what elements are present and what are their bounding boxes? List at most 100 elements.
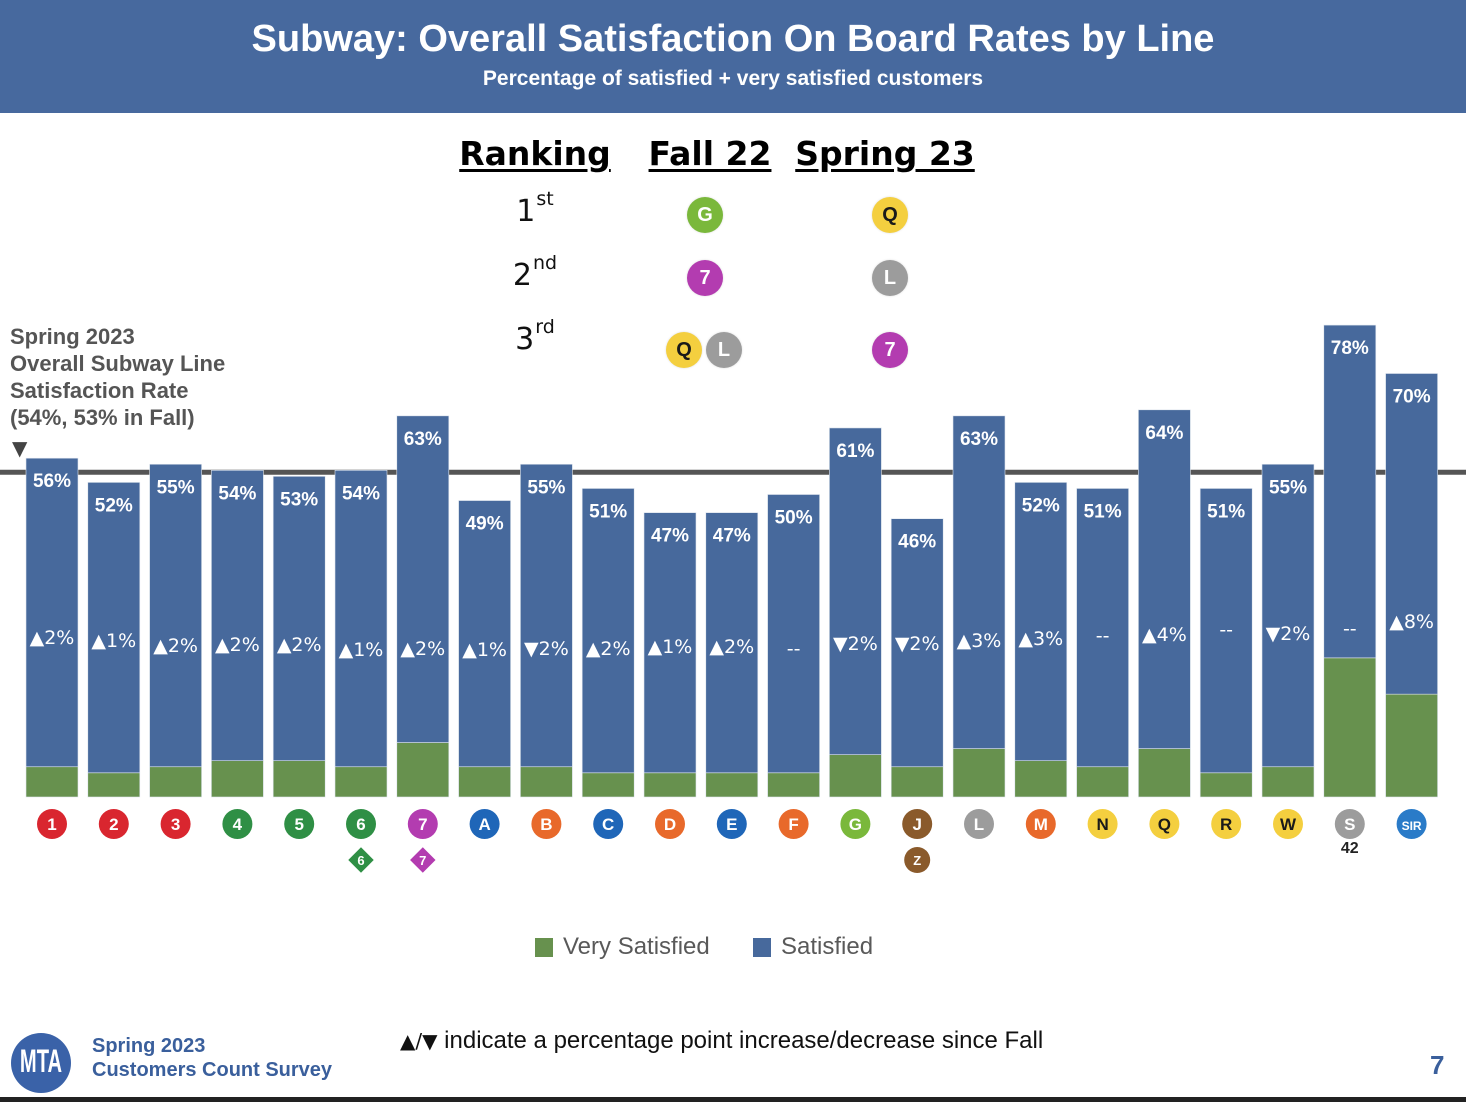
bar-change-label: -- [1343, 618, 1357, 640]
bar-very-satisfied [334, 766, 388, 798]
bar-total-label: 51% [1084, 501, 1122, 522]
bar-change-label: ▲2% [30, 627, 75, 649]
bar-satisfied [705, 512, 759, 774]
x-tick-label: S [1344, 815, 1355, 834]
line-bullet-icon-D: D [655, 809, 685, 839]
bar-group-L: 63% ▲3% [952, 415, 1006, 798]
line-bullet-circle [469, 809, 500, 839]
bar-satisfied [767, 494, 820, 774]
bar-total-label: 55% [157, 477, 195, 498]
mta-logo: MTA [11, 1033, 71, 1093]
bar-change-label: ▼2% [895, 633, 940, 655]
x-tick-label: J [912, 815, 921, 834]
bar-very-satisfied [767, 772, 820, 798]
up-down-triangle-icon: ▲/▼ [400, 1029, 438, 1053]
line-bullet-circle [1025, 809, 1056, 839]
line-bullet-icon: L [706, 332, 742, 368]
bar-very-satisfied [211, 760, 264, 798]
bar-group-A: 49% ▲1% [458, 500, 511, 798]
bar-group-B: 55% ▼2% [520, 463, 573, 798]
survey-name-line2: Customers Count Survey [92, 1059, 333, 1081]
line-bullet-icon-R: R [1211, 809, 1242, 839]
bar-change-label: -- [1219, 619, 1233, 641]
bar-group-SIR: 70% ▲8% [1385, 373, 1438, 798]
bar-satisfied [952, 415, 1006, 749]
line-bullet-icon-M: M [1025, 809, 1056, 839]
bar-group-E: 47% ▲2% [705, 512, 759, 798]
bar-group-7: 63% ▲2% [396, 415, 450, 798]
x-tick-label: E [726, 815, 737, 834]
bar-change-label: ▼2% [524, 638, 569, 660]
legend-label: Very Satisfied [563, 933, 710, 960]
line-bullet-circle [778, 809, 809, 839]
x-tick-label: D [664, 815, 676, 834]
bar-change-label: -- [787, 638, 801, 660]
line-bullet-icon: 7 [872, 332, 908, 368]
ranking-header-fall: Fall 22 [648, 134, 772, 173]
bar-very-satisfied [643, 772, 697, 798]
x-tick-label: R [1220, 815, 1232, 834]
line-bullet-icon-W: W [1273, 809, 1303, 839]
bar-satisfied [520, 463, 573, 768]
bar-total-label: 53% [280, 489, 318, 510]
line-bullet-icon: Q [872, 197, 908, 233]
bar-group-N: 51% -- [1076, 488, 1129, 798]
bar-change-label: ▲2% [215, 634, 260, 656]
bar-total-label: 55% [527, 477, 565, 498]
bar-total-label: 78% [1331, 338, 1369, 359]
line-bullet-icon: G [687, 197, 723, 233]
bar-change-label: ▲1% [339, 639, 384, 661]
line-bullet-icon-L: L [964, 809, 994, 839]
line-bullet-circle [1334, 809, 1365, 839]
bar-very-satisfied [1014, 760, 1068, 798]
footnote: ▲/▼ indicate a percentage point increase… [400, 1027, 1043, 1055]
rank-number: 2 [512, 258, 532, 293]
bar-satisfied [334, 469, 388, 768]
line-bullet-icon-E: E [716, 809, 747, 839]
line-bullet-circle [1211, 809, 1242, 839]
line-bullet-icon-N: N [1087, 809, 1118, 839]
bar-group-4: 54% ▲2% [211, 469, 264, 798]
bar-very-satisfied [829, 754, 882, 798]
line-bullet-icon-C: C [593, 809, 624, 839]
line-bullet-circle [593, 809, 624, 839]
line-bullet-icon-SIR: SIR [1396, 809, 1427, 839]
x-tick-label: 5 [294, 815, 303, 834]
line-bullet-circle [346, 809, 376, 839]
x-tick-label: 3 [171, 815, 180, 834]
line-bullet-icon-3: 3 [160, 809, 191, 839]
bar-group-M: 52% ▲3% [1014, 482, 1068, 798]
rank-suffix: nd [532, 252, 558, 274]
bar-very-satisfied [581, 772, 635, 798]
bar-change-label: ▲1% [91, 630, 136, 652]
bar-group-F: 50% -- [767, 494, 820, 798]
bar-total-label: 47% [651, 526, 689, 547]
line-bullet-circle [1396, 809, 1427, 839]
survey-name-line1: Spring 2023 [92, 1035, 206, 1057]
sub-tick-label: Z [913, 853, 921, 868]
bar-group-J: 46% ▼2% [890, 518, 944, 798]
line-bullet-circle [840, 809, 871, 839]
bar-change-label: ▲2% [153, 635, 198, 657]
line-bullet-circle [407, 809, 438, 839]
line-bullet-circle [531, 809, 562, 839]
bar-satisfied [396, 415, 450, 743]
bar-change-label: ▲2% [586, 638, 631, 660]
line-bullet-circle [284, 809, 315, 839]
sub-tick-label: 6 [357, 853, 364, 868]
rank-number: 1 [516, 194, 536, 229]
x-tick-label: 2 [109, 815, 118, 834]
bar-group-S: 78% -- [1323, 324, 1377, 798]
chart-legend: Very Satisfied Satisfied [0, 933, 1466, 965]
bar-total-label: 55% [1269, 477, 1307, 498]
bar-very-satisfied [520, 766, 573, 798]
bar-change-label: ▲2% [709, 636, 754, 658]
bar-group-C: 51% ▲2% [581, 488, 635, 798]
x-tick-label: N [1096, 815, 1108, 834]
legend-swatch-satisfied [753, 937, 771, 957]
line-bullet-icon-S: S [1334, 809, 1365, 839]
bar-very-satisfied [1323, 657, 1377, 798]
line-bullet-circle [716, 809, 747, 839]
line-bullet-circle [1087, 809, 1118, 839]
bar-satisfied [458, 500, 511, 768]
